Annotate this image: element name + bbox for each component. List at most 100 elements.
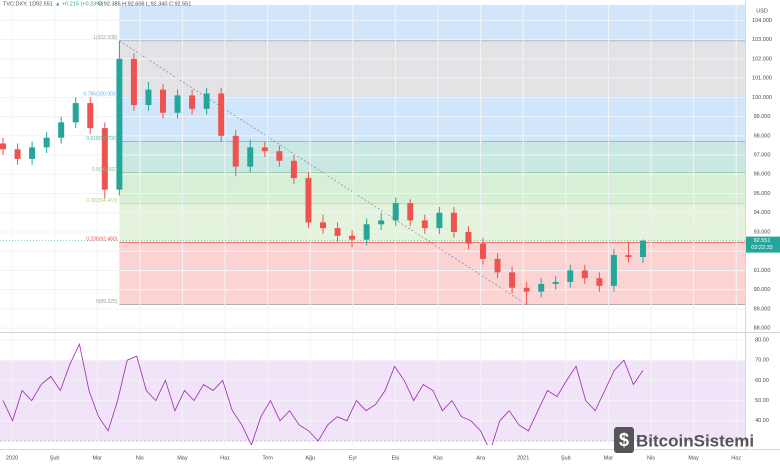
candle-body: [320, 222, 326, 229]
candle-body: [43, 137, 50, 148]
fib-band: [119, 172, 745, 204]
y-tick-label: 99.000: [754, 114, 771, 120]
fib-band: [119, 141, 745, 173]
candle-body: [14, 149, 21, 159]
candle-body: [407, 203, 414, 221]
candle-body: [29, 147, 36, 159]
x-tick-label: Şub: [561, 455, 571, 461]
candle-body: [392, 203, 399, 221]
candle-body: [349, 235, 356, 240]
x-tick-label: Şub: [50, 455, 60, 461]
candle-body: [145, 89, 152, 106]
candle-body: [450, 212, 457, 232]
fib-label: 0.618(97.700): [86, 136, 117, 142]
y-tick-label: 88.000: [754, 326, 771, 332]
y-tick-label: 101.000: [752, 76, 772, 82]
candle-body: [334, 228, 341, 236]
watermark-icon-glyph: $: [619, 430, 629, 450]
x-tick-label: Haz: [731, 455, 741, 461]
candle-body: [0, 143, 6, 150]
y-tick-label: 98.000: [754, 133, 771, 139]
x-tick-label: May: [688, 455, 699, 461]
candle-body: [436, 212, 443, 229]
ohlc: O:92.385 H:92.606 L:92.340 C:92.551: [98, 1, 191, 7]
candle-body: [625, 255, 632, 257]
candle-body: [465, 231, 472, 244]
last-price-box: [746, 236, 780, 253]
trend-line: [119, 40, 527, 305]
y-tick-label: 102.000: [752, 56, 772, 62]
x-tick-label: Eki: [392, 455, 400, 461]
y-tick-label: 40.00: [755, 418, 769, 424]
y-tick-label: 90.000: [754, 287, 771, 293]
candle-body: [232, 135, 239, 167]
y-tick-label: 104.000: [752, 18, 772, 24]
candle-body: [552, 281, 559, 284]
x-tick-label: Ara: [476, 455, 486, 461]
candle-body: [640, 240, 646, 257]
x-tick-label: Mar: [604, 455, 614, 461]
x-tick-label: Nis: [647, 455, 655, 461]
currency: USD: [756, 8, 768, 14]
last-price-label: 92.551: [754, 238, 771, 244]
fib-label: 0.236(92.460): [86, 237, 117, 243]
candle-body: [538, 283, 545, 292]
candle-body: [101, 128, 108, 190]
candle-body: [261, 147, 268, 152]
candle-body: [58, 122, 65, 138]
x-tick-label: May: [177, 455, 188, 461]
candle-body: [116, 58, 123, 190]
fib-label: 0.5(96.082): [92, 167, 118, 173]
candle-body: [581, 270, 588, 279]
fib-band: [119, 203, 745, 243]
y-tick-label: 96.000: [754, 172, 771, 178]
x-tick-label: Eyl: [349, 455, 357, 461]
rsi-line: [2, 342, 644, 445]
watermark: $ BitcoinSistemi: [614, 427, 754, 453]
countdown: 02:22:33: [751, 245, 772, 251]
y-tick-label: 95.000: [754, 191, 771, 197]
symbol: TVC:DXY, 1D: [3, 1, 36, 7]
candle-body: [509, 272, 516, 288]
y-tick-label: 94.000: [754, 210, 771, 216]
y-tick-label: 97.000: [754, 152, 771, 158]
change: ▲ +0.215 (+0.23%): [55, 1, 103, 7]
candle-body: [203, 93, 210, 109]
fib-label: 0.786(100.003): [83, 92, 117, 98]
y-tick-label: 50.00: [755, 398, 769, 404]
y-tick-label: 103.000: [752, 37, 772, 43]
price: 92.551: [36, 1, 53, 7]
candle-body: [421, 220, 428, 229]
fib-extension: [119, 5, 745, 41]
candle-body: [494, 258, 501, 273]
candle-body: [596, 278, 603, 286]
candle-body: [218, 93, 225, 136]
candle-body: [363, 224, 370, 240]
fib-label: 0.382(94.463): [86, 198, 117, 204]
x-tick-label: Kas: [433, 455, 443, 461]
candle-body: [189, 95, 196, 109]
fib-band: [119, 40, 745, 98]
candle-body: [610, 255, 617, 286]
x-tick-label: 2020: [6, 455, 18, 461]
watermark-text: BitcoinSistemi: [636, 431, 754, 450]
candle-body: [523, 287, 530, 292]
candle-body: [290, 160, 297, 179]
y-tick-label: 93.000: [754, 229, 771, 235]
fib-label: 1(102.938): [93, 35, 118, 41]
x-tick-label: 2021: [517, 455, 529, 461]
candle-body: [247, 147, 254, 167]
candle-body: [378, 220, 385, 225]
candle-body: [480, 243, 486, 259]
candle-body: [130, 58, 137, 106]
y-tick-label: 91.000: [754, 268, 771, 274]
x-tick-label: Ağu: [305, 455, 315, 461]
x-tick-label: Tem: [262, 455, 273, 461]
fib-label: 0(89.225): [96, 299, 118, 305]
candle-body: [276, 151, 283, 161]
watermark-icon: [614, 427, 634, 453]
x-tick-label: Haz: [220, 455, 230, 461]
x-tick-label: Mar: [92, 455, 102, 461]
candle-body: [567, 270, 574, 282]
